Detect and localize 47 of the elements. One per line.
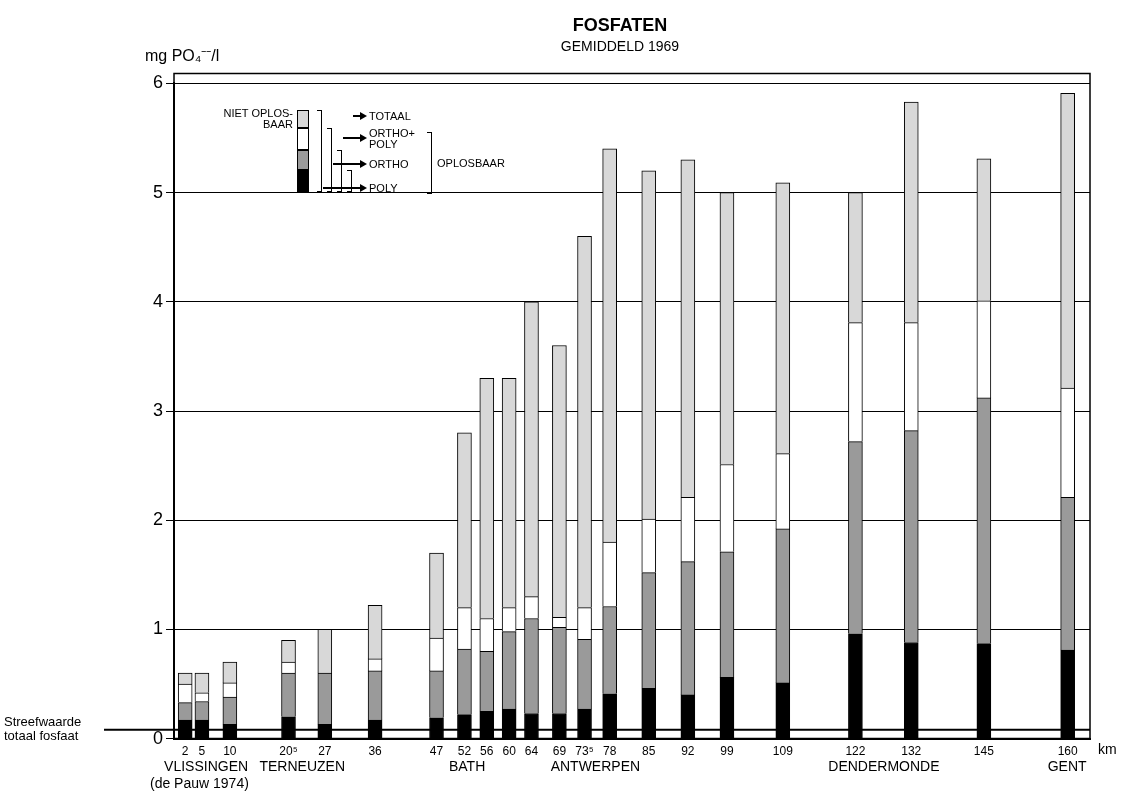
chart-title: FOSFATEN <box>572 14 668 35</box>
ref-line-label: Streefwaarde totaal fosfaat <box>4 714 82 744</box>
y-axis-title: mg PO₄⁻⁻/l <box>145 46 220 66</box>
y-tick-label: 5 <box>153 181 164 202</box>
chart-subtitle: GEMIDDELD 1969 <box>560 37 680 54</box>
x-tick-label: 85 <box>642 744 656 759</box>
x-axis-title: km <box>1098 741 1117 758</box>
y-tick-label: 2 <box>153 509 164 530</box>
x-tick-label: 36 <box>368 744 383 759</box>
annotation: ORTHO+ POLY <box>369 127 416 150</box>
x-tick-label: 160 <box>1057 744 1078 759</box>
x-tick-label: 122 <box>845 744 866 759</box>
x-tick-label: 56 <box>480 744 494 759</box>
annotation: OPLOSBAAR <box>437 157 505 169</box>
y-tick-label: 6 <box>153 72 164 93</box>
x-tick-label: 47 <box>429 744 444 759</box>
x-tick-label: 145 <box>973 744 995 759</box>
text: DENDERMONDE <box>828 758 940 775</box>
y-tick-label: 4 <box>153 290 164 311</box>
x-tick-label: 10 <box>223 744 237 759</box>
annotation: TOTAAL <box>369 110 412 122</box>
x-tick-label: 60 <box>502 744 517 759</box>
text: VLISSINGEN <box>164 758 249 775</box>
text: ANTWERPEN <box>550 758 641 775</box>
y-tick-label: 1 <box>153 618 164 639</box>
x-tick-label: 27 <box>318 744 332 759</box>
text: GENT <box>1047 758 1087 775</box>
text: TERNEUZEN <box>259 758 346 775</box>
text: BATH <box>448 758 486 775</box>
annotation: POLY <box>369 182 399 194</box>
x-tick-label: 78 <box>602 744 617 759</box>
x-tick-label: 99 <box>720 744 734 759</box>
x-tick-label: 5 <box>198 744 206 759</box>
x-tick-label: 20⁵ <box>279 744 298 759</box>
x-tick-label: 64 <box>524 744 539 759</box>
annotation: ORTHO <box>369 158 410 170</box>
x-tick-label: 69 <box>552 744 567 759</box>
text: (de Pauw 1974) <box>150 775 249 791</box>
x-tick-label: 73⁵ <box>575 744 594 759</box>
x-tick-label: 2 <box>181 744 189 759</box>
x-tick-label: 92 <box>681 744 695 759</box>
y-tick-label: 3 <box>153 399 164 420</box>
y-tick-label: 0 <box>153 727 164 748</box>
annotation: NIET OPLOS-BAAR <box>222 107 293 130</box>
x-tick-label: 52 <box>457 744 472 759</box>
x-tick-label: 109 <box>772 744 794 759</box>
x-tick-label: 132 <box>901 744 922 759</box>
